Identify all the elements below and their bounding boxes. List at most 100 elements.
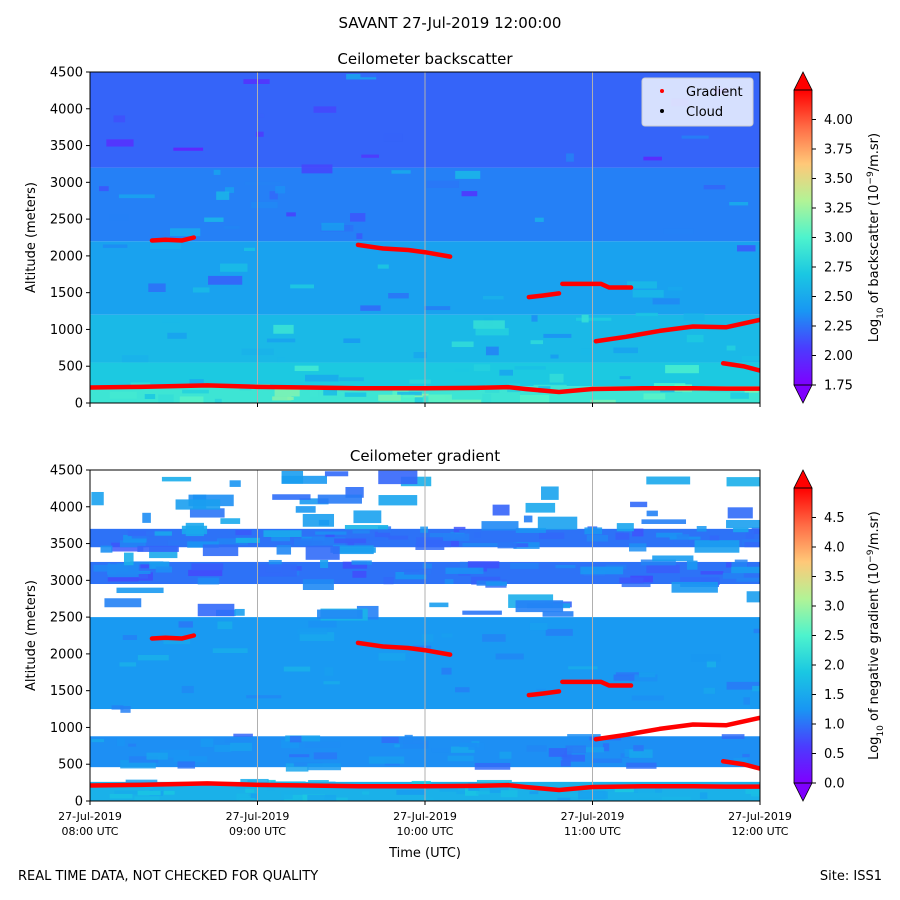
heatmap-cell [514, 366, 546, 370]
heatmap-cell [235, 530, 252, 536]
heatmap-cell [378, 394, 401, 401]
heatmap-cell [161, 318, 181, 323]
heatmap-cell [378, 526, 392, 533]
heatmap-cell [560, 760, 571, 767]
heatmap-cell [442, 533, 470, 541]
heatmap-cell [633, 745, 644, 752]
heatmap-cell [530, 340, 544, 345]
heatmap-cell [217, 621, 233, 630]
heatmap-cell [347, 542, 355, 546]
heatmap-cell [297, 628, 328, 635]
colorbar-tick-label: 2.50 [824, 290, 853, 305]
y-tick-label: 1000 [50, 721, 83, 736]
heatmap-cell [267, 787, 275, 791]
heatmap-cell [128, 743, 137, 747]
heatmap-cell [565, 745, 586, 754]
heatmap-cell [729, 201, 749, 206]
heatmap-cell [230, 742, 252, 752]
heatmap-cell [234, 608, 245, 616]
heatmap-cell [224, 187, 235, 193]
heatmap-cell [399, 743, 429, 749]
heatmap-cell [271, 535, 291, 542]
y-axis-label: Altitude (meters) [24, 580, 39, 691]
heatmap-cell [703, 185, 726, 190]
heatmap-cell [534, 217, 544, 222]
heatmap-cell [116, 738, 125, 746]
heatmap-cell [567, 734, 601, 742]
heatmap-cell [629, 674, 658, 682]
heatmap-cell [161, 476, 192, 482]
colorbar-fill [794, 90, 812, 385]
heatmap-cell [268, 559, 282, 567]
heatmap-cell [320, 559, 329, 569]
heatmap-cell [721, 734, 745, 739]
heatmap-cell [285, 735, 321, 742]
heatmap-cell [476, 791, 490, 795]
heatmap-cell [422, 563, 432, 569]
heatmap-cell [632, 290, 664, 298]
heatmap-cell [109, 214, 129, 221]
heatmap-cell [730, 392, 749, 399]
heatmap-cell [616, 523, 634, 532]
heatmap-cell [631, 695, 664, 701]
heatmap-cell [181, 685, 194, 694]
heatmap-cell [220, 518, 241, 524]
heatmap-cell [734, 559, 748, 563]
heatmap-cell [120, 706, 131, 713]
heatmap-cell [580, 348, 594, 356]
heatmap-cell [277, 357, 286, 363]
heatmap-cell [158, 394, 174, 403]
heatmap-cell [113, 115, 126, 123]
heatmap-cell [744, 542, 760, 548]
heatmap-cell [404, 569, 429, 575]
heatmap-cell [119, 662, 137, 667]
colorbar-tick-label: 3.25 [824, 202, 853, 217]
heatmap-cell [274, 387, 300, 397]
heatmap-cell [149, 242, 181, 250]
heatmap-cell [462, 542, 498, 547]
heatmap-cell [167, 332, 187, 339]
heatmap-cell [123, 534, 147, 543]
heatmap-cell [391, 170, 411, 174]
gradient-line-layer-1000 [593, 317, 760, 344]
heatmap-cell [142, 512, 151, 523]
gradient-line-ground [90, 383, 760, 395]
heatmap-cell [699, 792, 708, 799]
heatmap-cell [388, 293, 409, 299]
heatmap-cell [652, 555, 694, 562]
heatmap-cell [313, 106, 337, 113]
heatmap-cell [266, 338, 296, 343]
y-tick-label: 0 [75, 397, 83, 412]
colorbar-label-sub: 10 [876, 725, 886, 737]
heatmap-cell [542, 611, 574, 617]
heatmap-cell [630, 501, 648, 508]
heatmap-cell [281, 470, 304, 484]
heatmap-cell [686, 334, 704, 343]
heatmap-cell [317, 494, 362, 504]
heatmap-cell [412, 645, 432, 650]
y-tick-label: 3000 [50, 574, 83, 589]
legend: Gradient Cloud [641, 77, 754, 127]
heatmap-cell [383, 577, 394, 585]
quality-notice: REAL TIME DATA, NOT CHECKED FOR QUALITY [18, 869, 319, 884]
heatmap-cell [148, 283, 166, 293]
y-tick-label: 2500 [50, 213, 83, 228]
heatmap-cell [155, 566, 173, 573]
heatmap-cell [500, 790, 518, 798]
heatmap-cell [160, 749, 190, 758]
heatmap-cell [238, 797, 255, 801]
heatmap-cell [250, 793, 258, 799]
gradient-line-layer-1600 [560, 679, 634, 688]
heatmap-cell [146, 752, 168, 760]
heatmap-cell [214, 744, 232, 752]
heatmap-cell [726, 477, 760, 487]
heatmap-cell [537, 516, 578, 530]
heatmap-cell [416, 537, 451, 548]
heatmap-cell [742, 753, 750, 758]
heatmap-cell [396, 789, 425, 795]
heatmap-cell [208, 275, 243, 285]
heatmap-cell [324, 471, 349, 477]
heatmap-cell [256, 131, 264, 137]
heatmap-cell [511, 543, 529, 548]
y-tick-label: 2000 [50, 249, 83, 264]
